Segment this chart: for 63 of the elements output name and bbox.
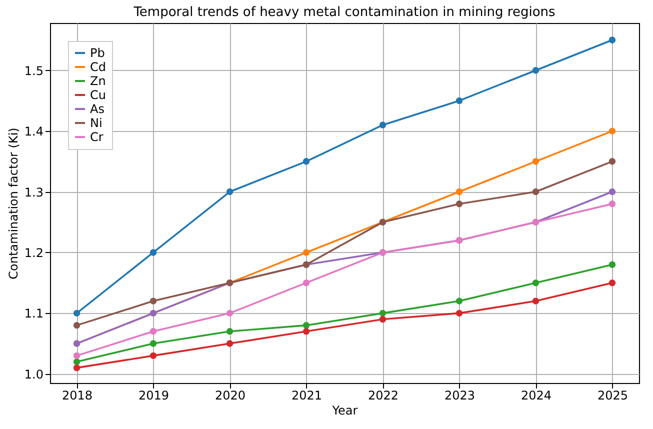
- x-tick-label: 2024: [520, 388, 552, 402]
- x-tick-label: 2022: [368, 388, 399, 402]
- x-tick-label: 2021: [291, 388, 322, 402]
- legend-label: Cr: [90, 130, 104, 144]
- x-tick-label: 2023: [444, 388, 476, 402]
- point: [226, 328, 234, 335]
- point: [302, 328, 310, 335]
- legend-label: Pb: [90, 46, 105, 60]
- point: [73, 364, 80, 372]
- legend-label: Cd: [90, 60, 106, 74]
- point: [608, 279, 616, 286]
- x-tick-label: 2025: [597, 388, 628, 402]
- point: [150, 340, 157, 347]
- point: [608, 158, 616, 165]
- x-tick-label: 2020: [214, 388, 246, 402]
- legend-label: Ni: [90, 116, 102, 130]
- point: [302, 322, 310, 329]
- legend-label: As: [90, 102, 104, 116]
- point: [456, 298, 463, 304]
- point: [73, 358, 80, 366]
- point: [150, 249, 157, 256]
- y-axis-title: Contamination factor (Ki): [6, 128, 20, 280]
- legend-label: Cu: [90, 88, 106, 102]
- point: [532, 188, 540, 196]
- point: [379, 122, 386, 128]
- point: [532, 67, 540, 74]
- point: [150, 352, 157, 360]
- point: [608, 128, 616, 134]
- y-tick-label: 1.5: [24, 64, 44, 78]
- legend-label: Zn: [90, 74, 106, 88]
- point: [379, 310, 386, 317]
- x-axis-title: Year: [331, 404, 358, 418]
- point: [302, 158, 310, 165]
- point: [302, 249, 310, 256]
- point: [73, 322, 80, 329]
- point: [532, 279, 540, 286]
- point: [456, 310, 463, 317]
- point: [150, 298, 157, 304]
- y-tick-label: 1.0: [24, 367, 44, 382]
- y-tick-label: 1.3: [24, 185, 44, 200]
- y-tick-label: 1.1: [24, 306, 44, 321]
- y-tick-label: 1.4: [24, 124, 44, 139]
- point: [456, 188, 463, 196]
- point: [302, 279, 310, 286]
- point: [456, 97, 463, 104]
- y-tick-label: 1.2: [24, 246, 44, 260]
- point: [608, 261, 616, 268]
- point: [226, 340, 234, 347]
- point: [532, 298, 540, 304]
- point: [73, 310, 80, 317]
- point: [608, 200, 616, 208]
- point: [150, 328, 157, 335]
- x-tick-label: 2018: [62, 388, 93, 402]
- point: [456, 200, 463, 208]
- point: [73, 352, 80, 360]
- point: [379, 316, 386, 323]
- point: [608, 188, 616, 196]
- point: [608, 36, 616, 44]
- point: [226, 188, 234, 196]
- point: [532, 158, 540, 165]
- x-tick-label: 2019: [138, 388, 170, 402]
- point: [226, 310, 234, 317]
- chart-title: Temporal trends of heavy metal contamination in mining regions: [132, 5, 556, 20]
